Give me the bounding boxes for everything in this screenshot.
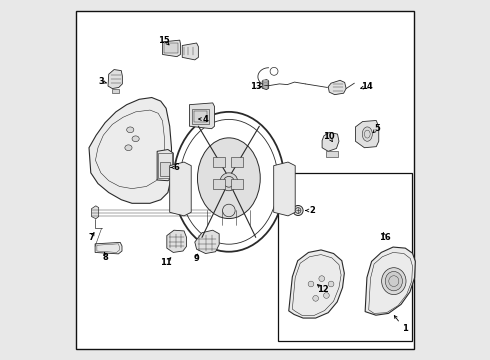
Ellipse shape [313,296,318,301]
Text: 15: 15 [158,36,170,45]
Bar [231,179,243,189]
Ellipse shape [385,271,402,291]
Text: 12: 12 [318,285,329,294]
Ellipse shape [179,120,278,244]
Polygon shape [163,40,180,57]
Polygon shape [182,43,198,60]
Polygon shape [108,69,122,89]
Bar [164,42,178,53]
Text: 5: 5 [375,123,381,132]
Polygon shape [190,103,215,129]
Ellipse shape [308,281,314,287]
Bar [231,157,243,167]
Text: 11: 11 [160,258,172,267]
Polygon shape [365,247,416,315]
Ellipse shape [126,127,134,133]
Polygon shape [289,250,344,318]
Polygon shape [157,149,173,181]
Polygon shape [326,151,338,157]
Text: 13: 13 [250,82,262,91]
Ellipse shape [328,281,334,287]
Polygon shape [322,132,339,151]
Bar [194,111,207,122]
Text: 9: 9 [194,255,199,264]
Text: 8: 8 [102,253,108,262]
Polygon shape [195,230,219,253]
Bar [158,153,172,178]
Bar [263,80,269,82]
Polygon shape [274,162,295,216]
Text: 16: 16 [379,233,391,242]
Ellipse shape [295,208,301,213]
Polygon shape [112,89,119,93]
Text: 14: 14 [361,82,373,91]
Bar [213,157,225,167]
Bar [192,109,210,124]
Ellipse shape [222,204,235,217]
Polygon shape [262,80,269,90]
Polygon shape [95,242,122,254]
Bar [213,179,225,189]
Ellipse shape [293,206,303,216]
Polygon shape [167,230,187,252]
Text: 4: 4 [203,114,208,123]
Ellipse shape [382,268,406,294]
Bar [263,83,269,85]
Ellipse shape [323,293,329,298]
Polygon shape [355,121,379,148]
Ellipse shape [132,136,139,141]
Text: 6: 6 [174,163,180,172]
Text: 10: 10 [323,132,335,141]
Bar [160,162,171,176]
Polygon shape [92,206,98,219]
Polygon shape [170,162,191,216]
Text: 3: 3 [98,77,104,86]
Ellipse shape [220,173,238,191]
Bar [278,173,413,341]
Text: 7: 7 [89,233,95,242]
Ellipse shape [319,276,324,282]
Text: 1: 1 [402,324,408,333]
Bar [263,86,269,88]
Ellipse shape [362,127,372,141]
Ellipse shape [197,138,260,219]
Ellipse shape [125,145,132,150]
Polygon shape [89,98,172,203]
Text: 2: 2 [310,206,316,215]
Polygon shape [328,80,346,95]
